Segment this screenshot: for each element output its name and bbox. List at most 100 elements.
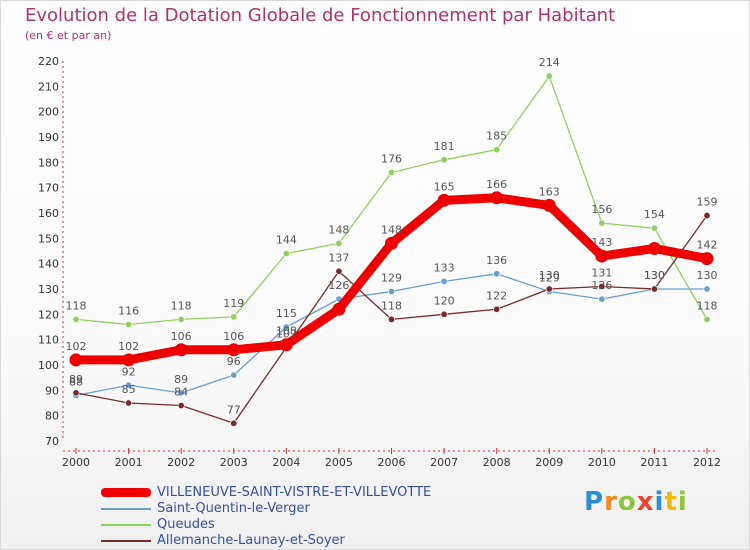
legend-swatch-saint-quentin bbox=[101, 508, 151, 510]
data-label-3: 122 bbox=[486, 289, 507, 302]
data-label-2: 144 bbox=[276, 234, 297, 247]
series-point-0 bbox=[700, 252, 714, 266]
series-point-1 bbox=[230, 371, 238, 379]
x-tick-label: 2007 bbox=[430, 456, 458, 469]
series-point-0 bbox=[174, 343, 188, 357]
data-label-3: 120 bbox=[434, 294, 455, 307]
x-tick-label: 2004 bbox=[272, 456, 300, 469]
data-label-1: 130 bbox=[697, 269, 718, 282]
series-point-1 bbox=[440, 277, 448, 285]
data-label-0: 143 bbox=[591, 236, 612, 249]
series-point-1 bbox=[387, 288, 395, 296]
data-label-0: 142 bbox=[697, 239, 718, 252]
y-tick-label: 210 bbox=[38, 80, 59, 93]
data-label-3: 130 bbox=[644, 269, 665, 282]
series-point-2 bbox=[387, 168, 395, 176]
proxiti-logo: Proxiti bbox=[584, 487, 688, 517]
data-label-1: 89 bbox=[174, 373, 188, 386]
series-point-2 bbox=[493, 146, 501, 154]
data-label-0: 108 bbox=[276, 325, 297, 338]
series-point-3 bbox=[387, 315, 395, 323]
data-label-3: 137 bbox=[328, 251, 349, 264]
x-tick-label: 2010 bbox=[588, 456, 616, 469]
data-label-2: 185 bbox=[486, 130, 507, 143]
data-label-1: 115 bbox=[276, 307, 297, 320]
data-label-1: 126 bbox=[328, 279, 349, 292]
y-tick-label: 180 bbox=[38, 156, 59, 169]
y-tick-label: 130 bbox=[38, 283, 59, 296]
y-tick-label: 170 bbox=[38, 182, 59, 195]
series-point-3 bbox=[72, 389, 80, 397]
y-tick-label: 110 bbox=[38, 334, 59, 347]
x-tick-label: 2012 bbox=[693, 456, 721, 469]
series-point-0 bbox=[595, 249, 609, 263]
x-tick-label: 2001 bbox=[115, 456, 143, 469]
y-tick-label: 100 bbox=[38, 359, 59, 372]
series-point-1 bbox=[598, 295, 606, 303]
series-point-2 bbox=[230, 313, 238, 321]
series-point-1 bbox=[703, 285, 711, 293]
data-label-3: 84 bbox=[174, 386, 188, 399]
series-point-0 bbox=[69, 353, 83, 367]
x-tick-label: 2005 bbox=[325, 456, 353, 469]
series-layer bbox=[69, 72, 714, 427]
data-label-0: 102 bbox=[66, 340, 87, 353]
series-point-0 bbox=[122, 353, 136, 367]
series-point-0 bbox=[647, 241, 661, 255]
legend-label-villeneuve: VILLENEUVE-SAINT-VISTRE-ET-VILLEVOTTE bbox=[157, 485, 432, 500]
series-point-0 bbox=[542, 198, 556, 212]
data-label-0: 163 bbox=[539, 185, 560, 198]
y-tick-label: 220 bbox=[38, 55, 59, 68]
legend-label-allemanche: Allemanche-Launay-et-Soyer bbox=[157, 533, 345, 548]
series-point-3 bbox=[440, 310, 448, 318]
series-point-3 bbox=[125, 399, 133, 407]
y-tick-label: 80 bbox=[45, 410, 59, 423]
data-label-1: 92 bbox=[122, 365, 136, 378]
data-label-2: 176 bbox=[381, 152, 402, 165]
x-tick-label: 2009 bbox=[535, 456, 563, 469]
series-point-3 bbox=[598, 282, 606, 290]
data-label-1: 88 bbox=[69, 375, 83, 388]
legend-label-saint-quentin: Saint-Quentin-le-Verger bbox=[157, 501, 310, 516]
x-tick-label: 2008 bbox=[483, 456, 511, 469]
series-point-3 bbox=[230, 419, 238, 427]
series-point-2 bbox=[335, 239, 343, 247]
series-point-0 bbox=[279, 338, 293, 352]
data-label-0: 166 bbox=[486, 178, 507, 191]
series-point-0 bbox=[385, 236, 398, 250]
series-point-2 bbox=[125, 320, 133, 328]
x-tick-label: 2006 bbox=[378, 456, 406, 469]
data-label-3: 77 bbox=[227, 403, 241, 416]
data-label-1: 130 bbox=[644, 269, 665, 282]
data-label-3: 107 bbox=[276, 327, 297, 340]
series-point-0 bbox=[437, 193, 451, 207]
data-label-1: 136 bbox=[486, 254, 507, 267]
data-label-3: 85 bbox=[122, 383, 136, 396]
data-label-1: 126 bbox=[591, 279, 612, 292]
series-point-1 bbox=[125, 381, 133, 389]
data-label-2: 119 bbox=[223, 297, 244, 310]
data-label-2: 156 bbox=[591, 203, 612, 216]
series-point-3 bbox=[493, 305, 501, 313]
data-label-0: 106 bbox=[223, 330, 244, 343]
data-label-2: 118 bbox=[66, 299, 87, 312]
x-tick-label: 2011 bbox=[640, 456, 668, 469]
data-label-2: 214 bbox=[539, 56, 560, 69]
data-label-2: 181 bbox=[434, 140, 455, 153]
data-label-1: 133 bbox=[434, 261, 455, 274]
series-point-1 bbox=[282, 323, 290, 331]
data-label-2: 118 bbox=[697, 299, 718, 312]
data-label-2: 116 bbox=[118, 304, 139, 317]
series-point-2 bbox=[703, 315, 711, 323]
legend-swatch-villeneuve bbox=[101, 488, 151, 497]
series-point-1 bbox=[177, 389, 185, 397]
y-tick-label: 90 bbox=[45, 384, 59, 397]
data-label-1: 129 bbox=[539, 272, 560, 285]
y-tick-label: 120 bbox=[38, 308, 59, 321]
legend-label-queudes: Queudes bbox=[157, 517, 215, 532]
series-point-3 bbox=[177, 402, 185, 410]
y-tick-label: 140 bbox=[38, 258, 59, 271]
y-tick-label: 70 bbox=[45, 435, 59, 448]
data-labels: 102 102 106 106 108 148 165 166 163 143 142 88 92 89 9… bbox=[66, 56, 718, 416]
